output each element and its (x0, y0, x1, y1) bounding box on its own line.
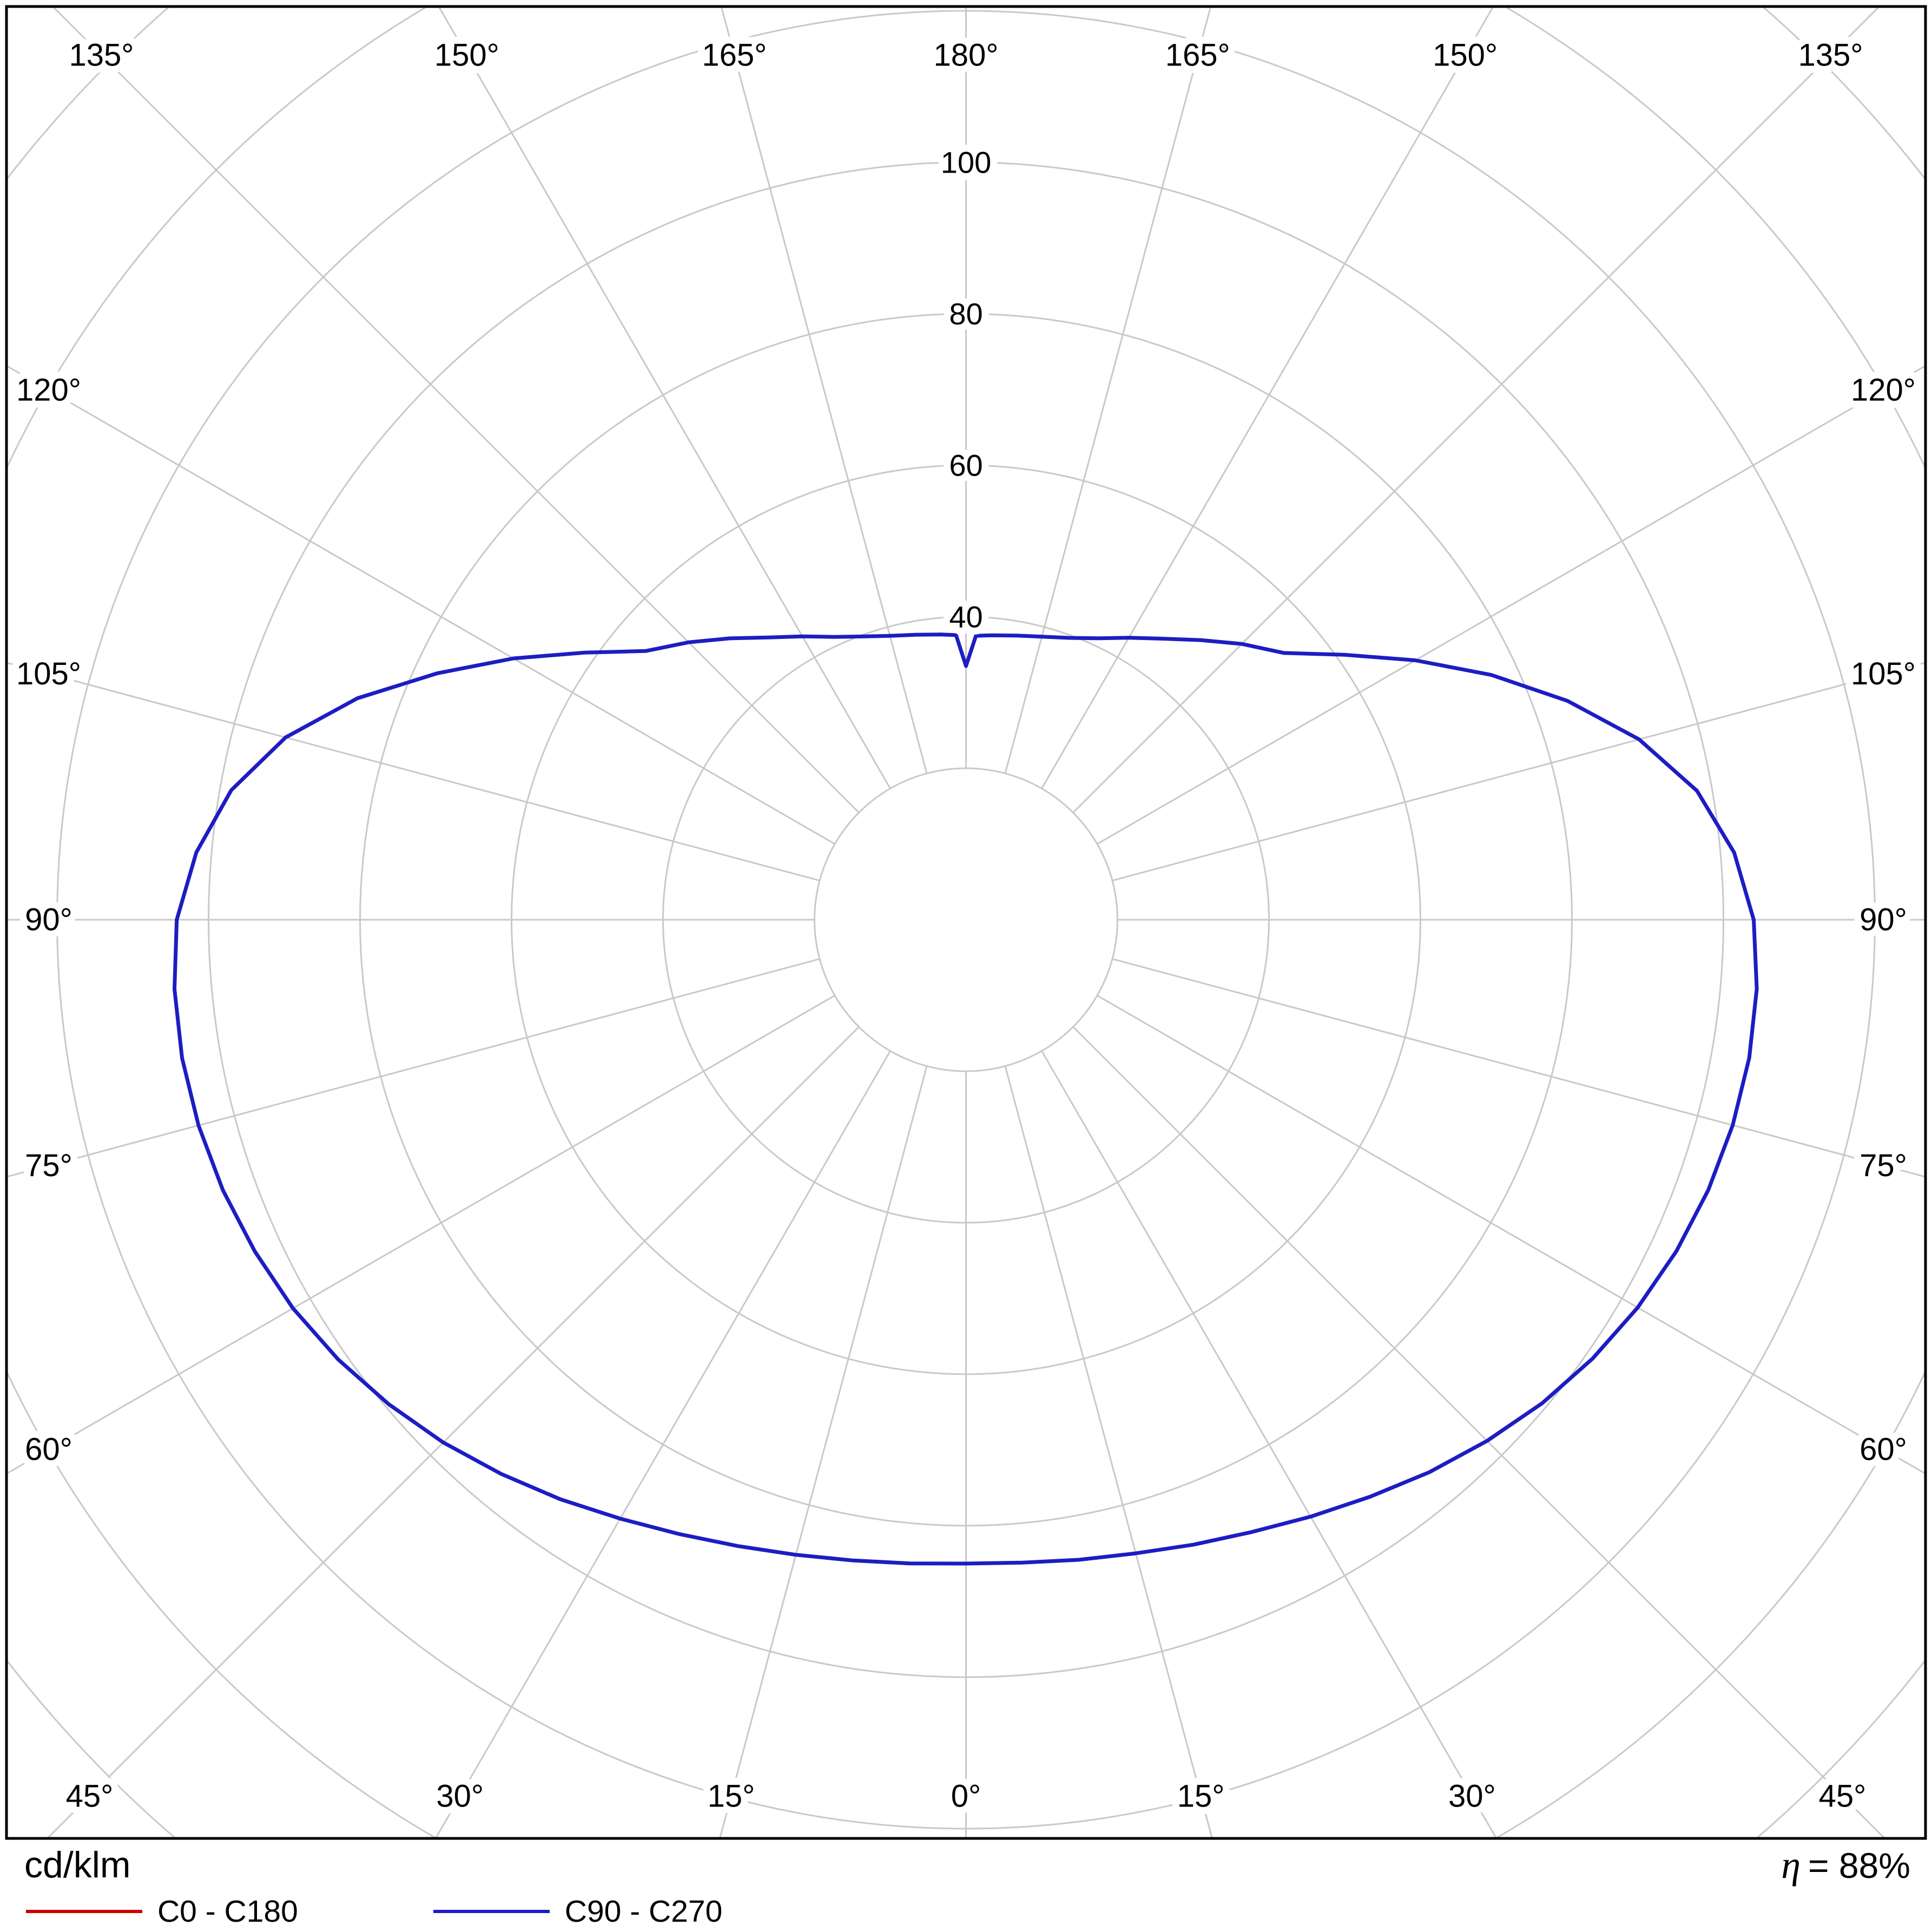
grid-radial-line (1097, 994, 1926, 1475)
angle-label-150-left: 150° (434, 38, 499, 73)
angle-label-45-left: 45° (66, 1779, 114, 1814)
grid-radial-line (6, 994, 835, 1475)
angle-label-0-right: 0° (951, 1779, 981, 1814)
grid-radial-line (1112, 662, 1926, 881)
angle-label-90-right: 90° (1860, 902, 1907, 938)
legend-label-c0-c180: C0 - C180 (157, 1894, 298, 1929)
grid-radial-line (1004, 6, 1212, 774)
efficiency-label: η = 88% (1781, 1843, 1910, 1888)
angle-label-180-right: 180° (934, 38, 999, 73)
legend-item-c0-c180: C0 - C180 (26, 1894, 298, 1929)
grid-radial-line (434, 1050, 891, 1838)
angle-label-15-left: 15° (708, 1779, 755, 1814)
grid-radial-line (438, 6, 891, 789)
legend-line-c0-c180-icon (26, 1910, 142, 1913)
angle-label-75-right: 75° (1860, 1148, 1907, 1183)
eta-symbol: η (1781, 1843, 1801, 1887)
angle-label-165-left: 165° (702, 38, 767, 73)
grid-radial-line (720, 6, 928, 774)
angle-label-60-right: 60° (1860, 1432, 1907, 1467)
angle-label-135-left: 135° (69, 38, 134, 73)
grid-radial-line (6, 662, 820, 881)
legend: C0 - C180 C90 - C270 (26, 1894, 722, 1929)
grid-radial-line (1112, 958, 1926, 1178)
angle-label-120-left: 120° (16, 373, 81, 408)
angle-label-105-left: 105° (16, 656, 81, 691)
r-label-80: 80 (949, 297, 983, 331)
angle-label-90-left: 90° (25, 902, 72, 938)
grid-radial-line (1072, 1026, 1886, 1838)
angle-label-30-left: 30° (436, 1779, 484, 1814)
r-label-40: 40 (949, 600, 983, 634)
grid-radial-line (1072, 6, 1881, 814)
curve-C90-C270 (173, 632, 1759, 1566)
angle-label-135-right: 135° (1798, 38, 1863, 73)
r-label-60: 60 (949, 449, 983, 483)
grid-circle-20 (814, 767, 1118, 1072)
grid-radial-line (1041, 6, 1494, 789)
angle-label-105-right: 105° (1851, 656, 1916, 691)
angle-label-165-right: 165° (1165, 38, 1230, 73)
r-label-100: 100 (941, 146, 991, 180)
angle-label-120-right: 120° (1851, 373, 1916, 408)
grid-radial-line (46, 1026, 860, 1838)
grid-radial-line (1004, 1066, 1214, 1838)
grid-radial-line (1097, 365, 1926, 845)
angle-label-60-left: 60° (25, 1432, 72, 1467)
angle-label-15-right: 15° (1177, 1779, 1225, 1814)
grid-radial-line (6, 958, 820, 1178)
angle-label-30-right: 30° (1448, 1779, 1496, 1814)
legend-item-c90-c270: C90 - C270 (433, 1894, 723, 1929)
legend-label-c90-c270: C90 - C270 (564, 1894, 723, 1929)
efficiency-value: = 88% (1808, 1845, 1910, 1885)
units-label: cd/klm (24, 1844, 131, 1885)
angle-label-45-right: 45° (1819, 1779, 1867, 1814)
angle-label-75-left: 75° (25, 1148, 72, 1183)
grid-radial-line (1041, 1050, 1498, 1838)
grid-radial-line (51, 6, 860, 814)
angle-label-150-right: 150° (1433, 38, 1498, 73)
grid-radial-line (6, 365, 835, 845)
plot-frame (5, 5, 1927, 1840)
legend-line-c90-c270-icon (433, 1910, 550, 1913)
grid-radial-line (718, 1066, 928, 1838)
